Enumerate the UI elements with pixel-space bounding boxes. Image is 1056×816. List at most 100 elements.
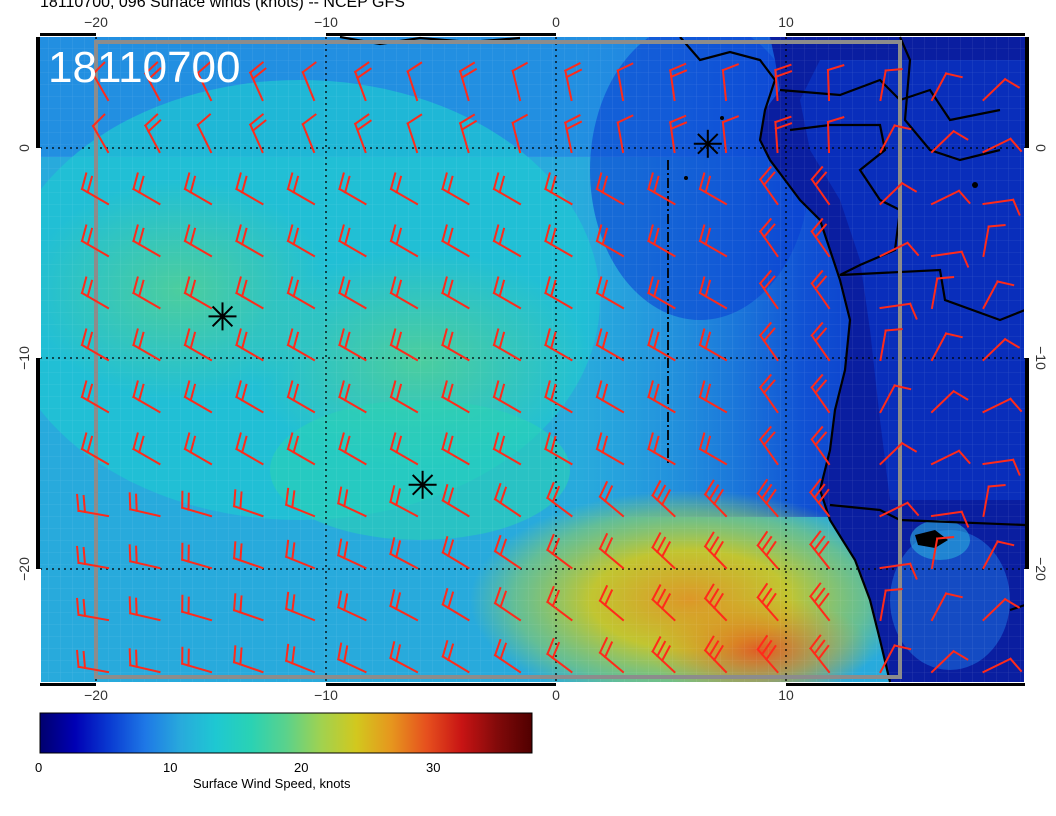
wind-barb	[930, 250, 970, 268]
wind-barb	[982, 484, 1006, 518]
wind-barb	[930, 72, 963, 102]
wind-barb	[301, 113, 317, 154]
lon-tick-top-3: 0	[552, 14, 560, 30]
lon-tick-bottom-1: −20	[84, 687, 108, 703]
wind-barb	[235, 380, 264, 414]
wind-barb	[546, 637, 573, 674]
wind-barb	[756, 582, 779, 622]
wind-barb	[80, 276, 110, 310]
wind-barb	[301, 61, 317, 102]
wind-barb	[232, 541, 264, 570]
wind-barb	[132, 172, 161, 206]
wind-barb	[128, 648, 161, 674]
wind-barb	[810, 269, 831, 310]
wind-barb	[879, 384, 912, 414]
wind-barb	[441, 535, 470, 570]
wind-barb	[758, 165, 779, 206]
wind-barb	[879, 328, 903, 362]
wind-barb	[930, 536, 955, 570]
wind-barb	[698, 276, 728, 310]
wind-barb	[774, 115, 793, 154]
wind-barb	[458, 113, 478, 154]
wind-barb	[76, 597, 110, 622]
wind-barb	[389, 432, 419, 466]
wind-barb	[982, 77, 1021, 102]
wind-barb	[336, 538, 367, 570]
wind-barb	[616, 114, 634, 154]
wind-barb	[338, 380, 367, 414]
wind-barb	[284, 539, 316, 570]
wind-barb	[809, 582, 831, 622]
wind-barb	[758, 217, 779, 258]
wind-barb	[879, 241, 920, 258]
wind-barb	[336, 642, 367, 674]
colorbar	[39, 712, 533, 754]
wind-barb	[982, 198, 1021, 216]
wind-barb	[595, 432, 625, 466]
lat-tick-right-1: 0	[1033, 144, 1049, 152]
lat-tick-right-2: −10	[1033, 346, 1049, 370]
colorbar-label: Surface Wind Speed, knots	[193, 776, 351, 791]
wind-barb	[810, 321, 831, 362]
wind-barb	[982, 224, 1006, 258]
wind-barb	[441, 639, 470, 674]
lon-tick-top-2: −10	[314, 14, 338, 30]
colorbar-tick-0: 0	[35, 760, 43, 775]
wind-barb	[546, 481, 573, 518]
wind-barb	[196, 61, 213, 102]
wind-barb	[879, 588, 903, 622]
wind-barb	[756, 634, 779, 674]
date-stamp: 18110700	[48, 43, 241, 92]
wind-barb	[982, 657, 1023, 674]
wind-barb	[647, 276, 676, 310]
wind-barb	[183, 432, 213, 466]
wind-barb	[544, 276, 573, 310]
wind-barb	[235, 172, 264, 206]
storm-marker-1	[208, 302, 237, 331]
wind-barb	[563, 114, 583, 154]
wind-barb	[183, 224, 213, 258]
wind-barb	[930, 332, 963, 362]
lon-tick-bottom-4: 10	[778, 687, 794, 703]
wind-barb	[511, 113, 529, 154]
wind-barb	[758, 425, 779, 466]
wind-barb	[128, 544, 161, 570]
wind-barb	[616, 62, 634, 102]
wind-barb	[389, 485, 419, 518]
colorbar-tick-30: 30	[426, 760, 441, 775]
wind-barb	[286, 328, 316, 362]
wind-barb	[441, 432, 470, 466]
wind-barb	[810, 373, 831, 414]
wind-barb	[180, 542, 213, 570]
lat-tick-left-1: 0	[16, 144, 32, 152]
wind-barb	[183, 380, 213, 414]
wind-barb	[286, 224, 316, 258]
wind-barb	[441, 587, 470, 622]
wind-barb	[546, 533, 573, 570]
lat-tick-left-2: −10	[16, 346, 32, 370]
lon-tick-bottom-2: −10	[314, 687, 338, 703]
lon-tick-top-1: −20	[84, 14, 108, 30]
colorbar-tick-10: 10	[163, 760, 178, 775]
wind-barb	[930, 510, 970, 528]
wind-barb	[441, 172, 470, 206]
map-title: 18110700, 096 Surface winds (knots) -- N…	[40, 0, 405, 11]
wind-barb	[493, 638, 522, 674]
wind-barb	[80, 328, 110, 362]
wind-barb	[546, 585, 573, 622]
wind-barb	[698, 224, 728, 258]
wind-barb	[647, 172, 676, 206]
wind-barb	[183, 328, 213, 362]
wind-barb	[511, 61, 529, 102]
wind-barb	[930, 649, 969, 674]
wind-barb	[698, 432, 728, 466]
wind-barb	[286, 380, 316, 414]
wind-barb	[338, 432, 367, 466]
wind-barb	[132, 380, 161, 414]
wind-barb	[598, 584, 625, 622]
wind-barb	[810, 217, 831, 258]
wind-barb	[286, 276, 316, 310]
wind-barb	[232, 645, 264, 674]
wind-barb	[180, 490, 213, 518]
wind-barb	[132, 276, 161, 310]
